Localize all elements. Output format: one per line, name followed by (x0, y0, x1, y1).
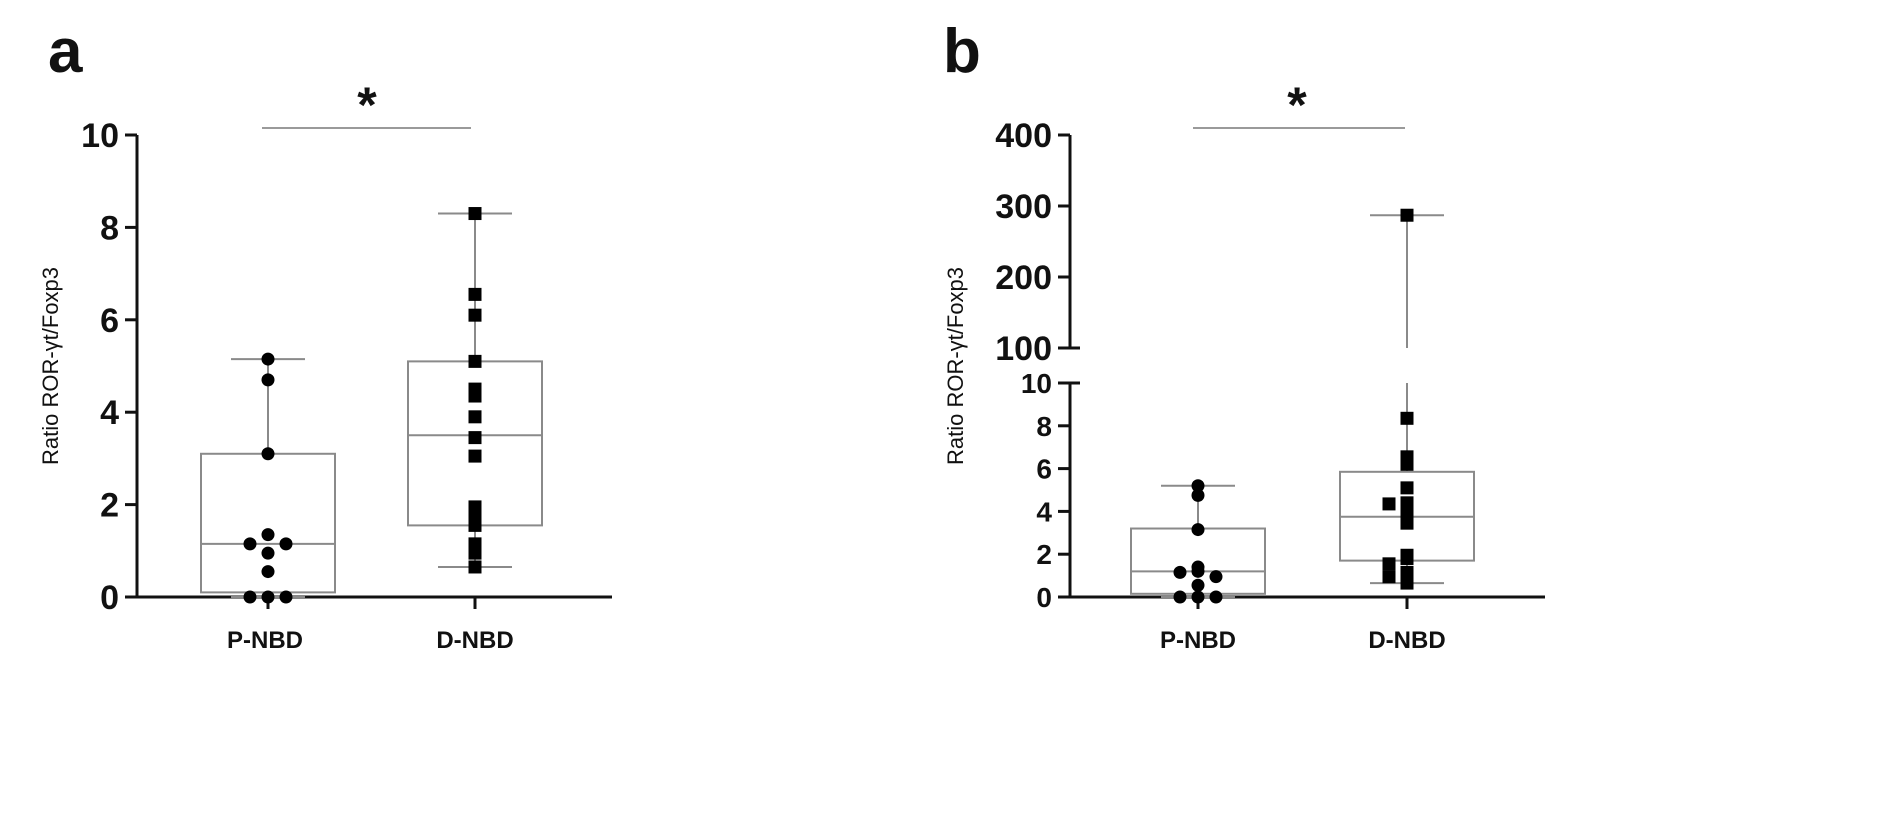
panel-b-d-nbd-point-11 (1382, 557, 1396, 571)
panel-a-p-nbd-point-5 (279, 537, 293, 551)
panel-b-d-nbd-point-1 (1400, 411, 1414, 425)
panel-b-y-tick-label-300: 300 (995, 188, 1052, 226)
panel-b-y-tick-label-4: 4 (1036, 496, 1052, 527)
panel-a-category-label-p-nbd: P-NBD (227, 627, 303, 654)
panel-b-y-tick-label-0: 0 (1036, 582, 1052, 613)
panel-b-category-label-p-nbd: P-NBD (1160, 627, 1236, 654)
panel-b-p-nbd-point-7 (1191, 578, 1205, 592)
panel-a-d-nbd-point-14 (468, 560, 482, 574)
panel-b-letter: b (943, 17, 981, 86)
panel-a-p-nbd-point-8 (261, 590, 275, 604)
panel-b-y-tick-label-400: 400 (995, 117, 1052, 155)
panel-b-d-nbd-point-13 (1382, 570, 1396, 584)
panel-a-d-nbd-point-5 (468, 389, 482, 403)
panel-b-y-axis-label: Ratio ROR-γt/Foxp3 (943, 267, 968, 465)
panel-a-plot: 0 2 4 6 8 10 (81, 117, 612, 617)
panel-b-d-nbd-point-3 (1400, 457, 1414, 471)
panel-a-category-label-d-nbd: D-NBD (436, 627, 513, 654)
panel-a-d-nbd-point-2 (468, 308, 482, 322)
panel-b-category-label-d-nbd: D-NBD (1368, 627, 1445, 654)
panel-b-y-tick-label-6: 6 (1036, 454, 1052, 485)
panel-b-d-nbd-point-0 (1400, 208, 1414, 222)
panel-a-letter: a (48, 17, 83, 86)
panel-b-d-nbd-point-8 (1400, 516, 1414, 530)
panel-a-d-nbd-point-3 (468, 354, 482, 368)
panel-a-significance-star: * (357, 77, 377, 133)
panel-b-p-nbd-point-0 (1191, 479, 1205, 493)
panel-b-p-nbd-point-9 (1173, 590, 1187, 604)
panel-a-p-nbd-point-0 (261, 352, 275, 366)
panel-a-p-nbd-point-4 (243, 537, 257, 551)
panel-a-p-nbd-point-7 (261, 565, 275, 579)
panel-b-y-tick-label-8: 8 (1036, 411, 1052, 442)
panel-b-p-nbd-point-5 (1173, 565, 1187, 579)
panel-b-p-nbd-point-10 (1209, 590, 1223, 604)
panel-b-p-nbd-point-2 (1191, 523, 1205, 537)
panel-a-d-nbd-point-8 (468, 449, 482, 463)
panel-a-d-nbd-point-10 (468, 507, 482, 521)
panel-b-d-nbd-point-10 (1400, 551, 1414, 565)
panel-a-y-axis-label: Ratio ROR-γt/Foxp3 (38, 267, 63, 465)
panel-a-d-nbd-point-1 (468, 287, 482, 301)
panel-a-p-nbd-point-9 (243, 590, 257, 604)
panel-a-y-tick-label-8: 8 (100, 209, 119, 247)
panel-b-p-nbd-point-6 (1209, 570, 1223, 584)
panel-a-y-tick-label-2: 2 (100, 487, 119, 525)
panel-a-y-tick-label-0: 0 (100, 579, 119, 617)
panel-a-y-tick-label-4: 4 (100, 394, 119, 432)
panel-b-y-tick-label-100: 100 (995, 330, 1052, 368)
panel-a-p-nbd-point-6 (261, 546, 275, 560)
panel-b-y-tick-label-10: 10 (1021, 368, 1052, 399)
panel-a-y-tick-label-10: 10 (81, 117, 119, 155)
panel-b-d-nbd-point-4 (1400, 481, 1414, 495)
panel-a-y-tick-label-6: 6 (100, 302, 119, 340)
panel-b-p-nbd-point-4 (1191, 564, 1205, 578)
panel-b-p-nbd-point-8 (1191, 590, 1205, 604)
panel-a-d-nbd-point-0 (468, 207, 482, 221)
panel-b-y-tick-label-200: 200 (995, 259, 1052, 297)
panel-a-p-nbd-point-2 (261, 447, 275, 461)
panel-b-p-nbd-point-1 (1191, 488, 1205, 502)
panel-b-d-nbd-point-12 (1400, 565, 1414, 579)
panel-a-d-nbd-point-6 (468, 410, 482, 424)
panel-a-p-nbd-point-3 (261, 528, 275, 542)
panel-b-d-nbd-point-14 (1400, 576, 1414, 590)
panel-a-p-nbd-point-10 (279, 590, 293, 604)
panel-a-d-nbd-point-7 (468, 431, 482, 445)
panel-b-significance-star: * (1287, 77, 1307, 133)
panel-b-d-nbd-point-5 (1400, 496, 1414, 510)
panel-a-d-nbd-point-11 (468, 518, 482, 532)
panel-a-p-nbd-point-1 (261, 373, 275, 387)
panel-a-d-nbd-point-13 (468, 546, 482, 560)
panel-b-y-tick-label-2: 2 (1036, 539, 1052, 570)
panel-b-d-nbd-point-6 (1382, 497, 1396, 511)
